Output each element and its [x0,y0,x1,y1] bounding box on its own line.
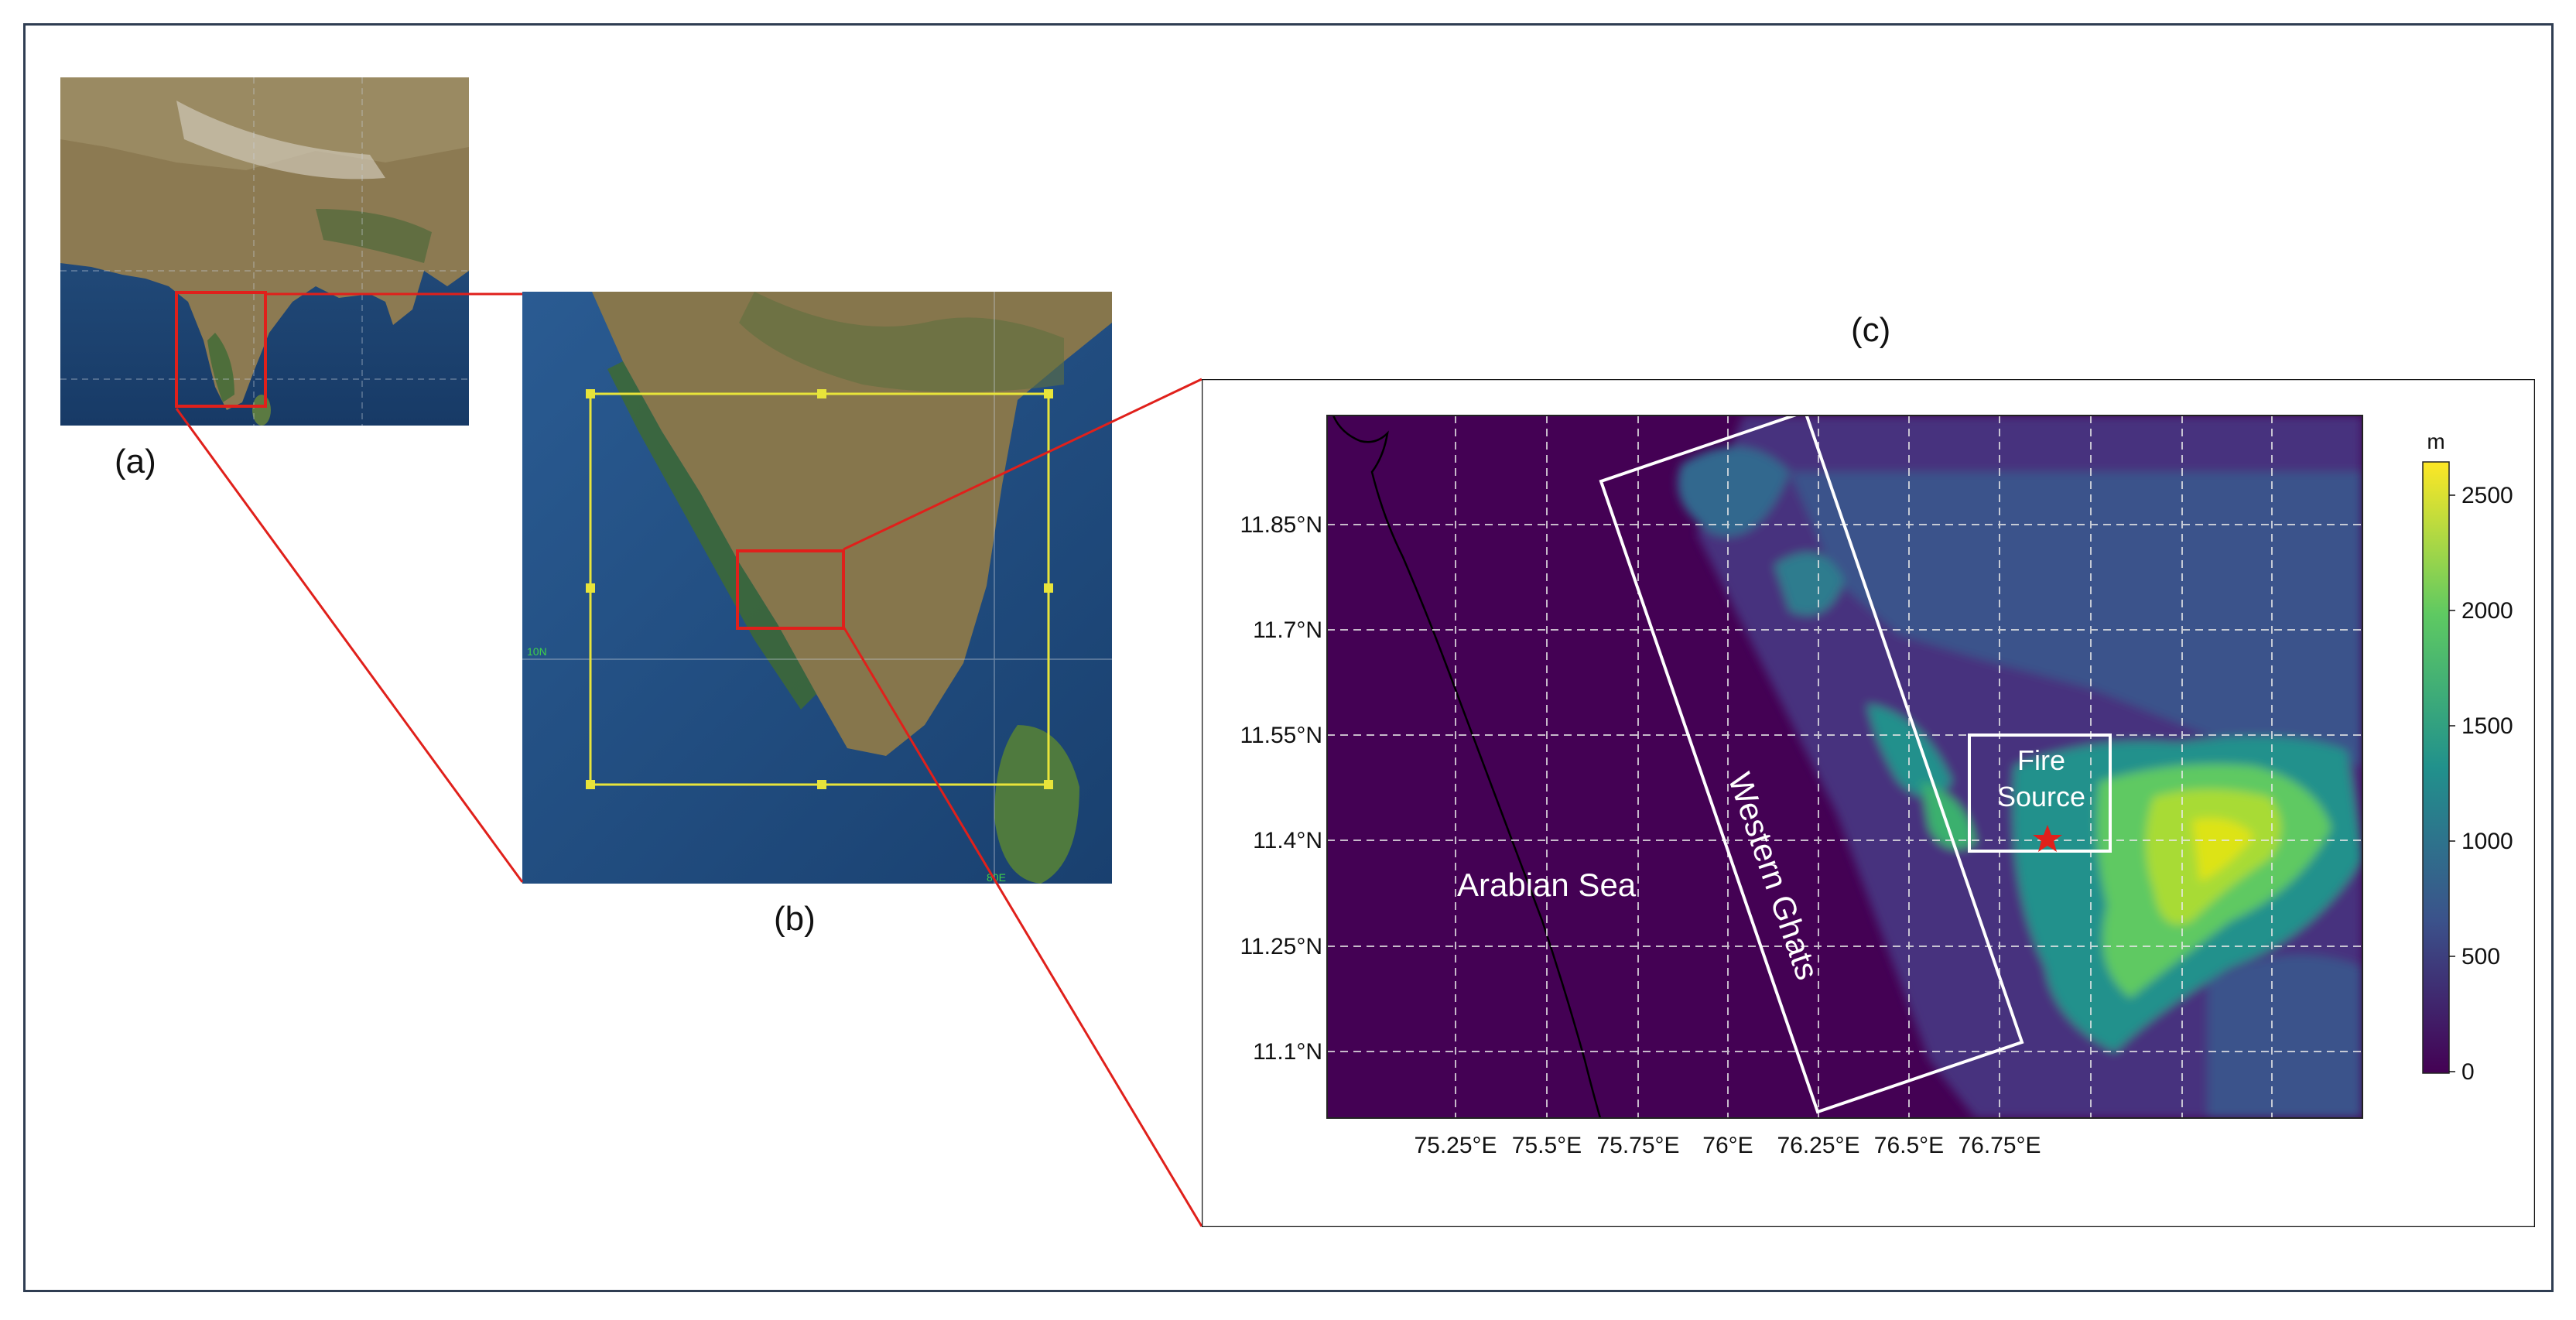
colorbar-tick: 2500 [2461,483,2513,508]
panel-b-zoom-box [736,549,845,630]
lon-tick: 76.5°E [1874,1133,1944,1158]
arabian-sea-label: Arabian Sea [1457,867,1637,903]
lon-tick: 75.5°E [1512,1133,1582,1158]
lon-tick: 76.75°E [1958,1133,2041,1158]
fire-source-label-line2: Source [1997,781,2085,812]
figure-frame [23,23,2554,1292]
lon-tick: 76°E [1702,1133,1753,1158]
lat-tick: 11.1°N [1253,1039,1322,1065]
western-ghats-box [1599,415,2024,1114]
panel-a-map [60,77,469,426]
lat-tick-labels: 11.85°N 11.7°N 11.55°N 11.4°N 11.25°N 11… [1240,512,1322,1065]
lat-tick: 11.7°N [1253,617,1322,643]
fire-source-marker [2033,825,2062,852]
panel-c-figure: Arabian Sea Western Ghats Fire Source 11… [1202,379,2535,1227]
lat-tick: 11.55°N [1240,723,1322,748]
panel-b-map: 10N 80E [522,292,1112,884]
lon-tick: 76.25°E [1777,1133,1859,1158]
panel-b-lat-label: 10N [527,645,547,658]
colorbar-unit: m [2427,429,2444,453]
colorbar-tick: 2000 [2461,598,2513,624]
colorbar-tick: 1000 [2461,829,2513,854]
colorbar-tick: 500 [2461,944,2500,969]
panel-a-caption: (a) [115,443,156,480]
panel-c-caption: (c) [1851,311,1891,349]
lon-tick: 75.75°E [1596,1133,1679,1158]
lon-tick: 75.25°E [1414,1133,1497,1158]
colorbar-tick: 1500 [2461,713,2513,739]
panel-a-zoom-box [175,291,267,408]
elevation-colorbar: m 2500 2000 1500 1000 500 0 [2422,429,2513,1085]
elevation-raster [1327,415,2362,1118]
fire-source-label-line1: Fire [2017,744,2065,776]
fire-source-box [1968,734,2112,853]
lat-tick: 11.4°N [1253,828,1322,853]
lat-tick: 11.25°N [1240,934,1322,959]
panel-b-domain-box [586,389,1053,789]
lon-tick-labels: 75.25°E 75.5°E 75.75°E 76°E 76.25°E 76.5… [1414,1133,2041,1158]
panel-b-caption: (b) [774,900,816,938]
colorbar-tick: 0 [2461,1059,2475,1085]
lat-tick: 11.85°N [1240,512,1322,538]
